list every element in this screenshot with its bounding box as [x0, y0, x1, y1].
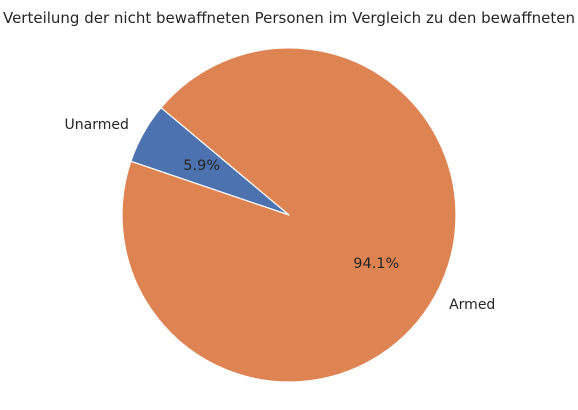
pie-slice-armed — [121, 47, 457, 383]
slice-label-unarmed: Unarmed — [65, 117, 129, 133]
pie-slices — [121, 47, 457, 383]
slice-percent-armed: 94.1% — [353, 256, 399, 272]
pie-labels: Unarmed 5.9% Armed 94.1% — [65, 117, 496, 313]
chart-title: Verteilung der nicht bewaffneten Persone… — [3, 9, 575, 27]
slice-label-armed: Armed — [449, 297, 495, 313]
slice-percent-unarmed: 5.9% — [183, 158, 220, 174]
